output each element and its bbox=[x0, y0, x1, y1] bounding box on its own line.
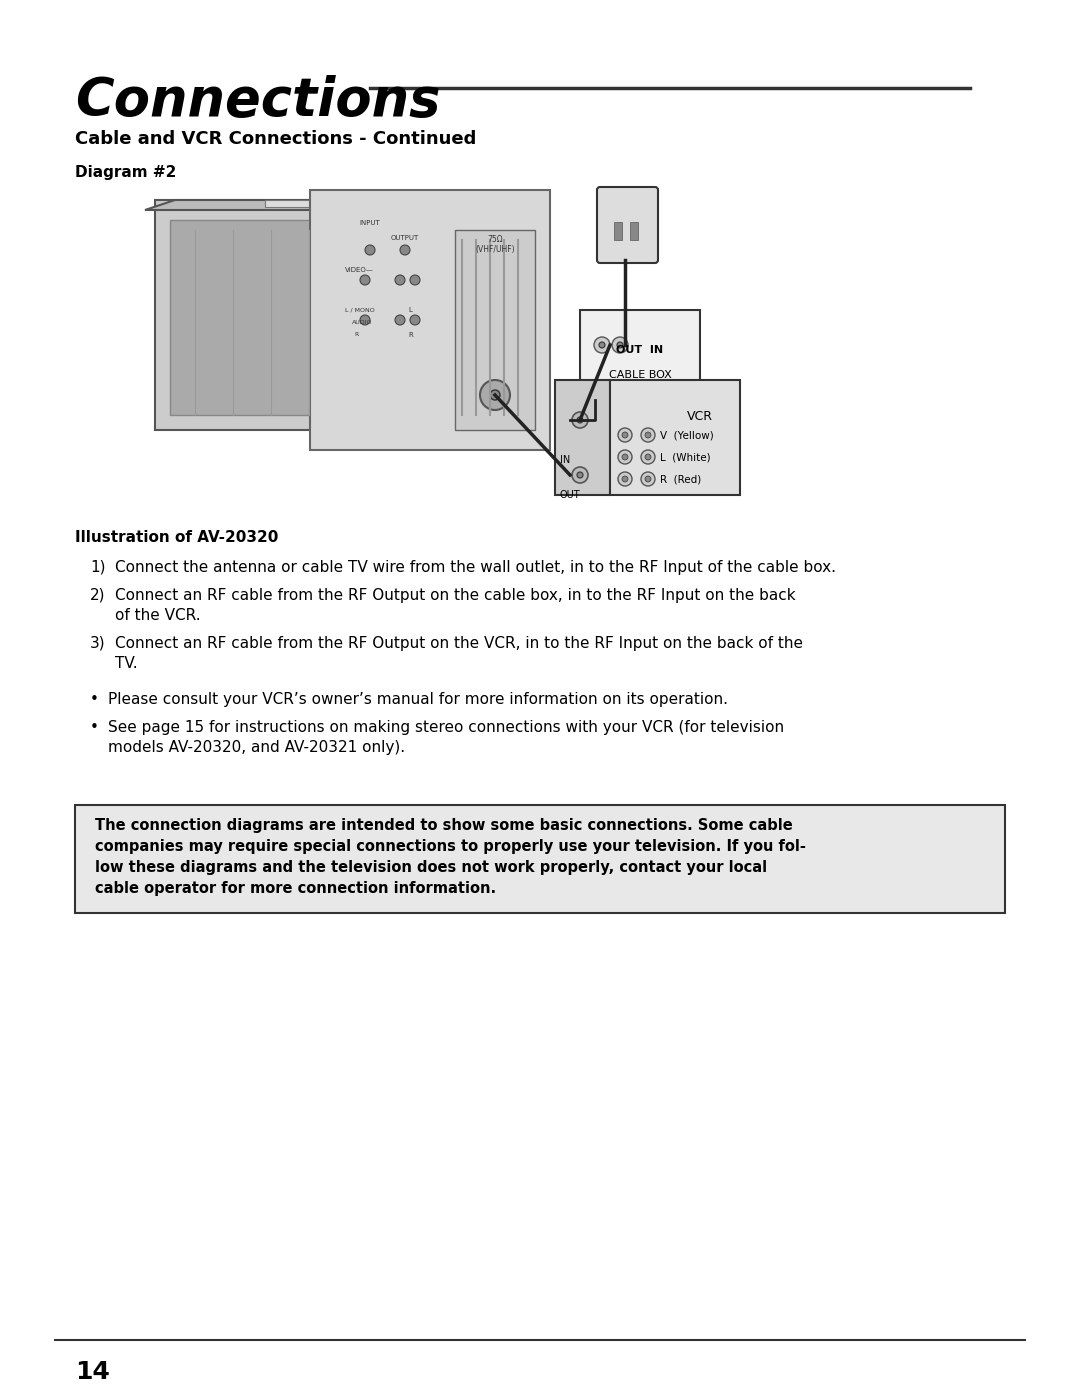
Circle shape bbox=[642, 427, 654, 441]
Circle shape bbox=[617, 342, 623, 348]
FancyBboxPatch shape bbox=[555, 380, 610, 495]
Bar bbox=[265, 200, 315, 207]
Circle shape bbox=[645, 476, 651, 482]
Text: models AV-20320, and AV-20321 only).: models AV-20320, and AV-20321 only). bbox=[108, 740, 405, 754]
FancyBboxPatch shape bbox=[75, 805, 1005, 914]
FancyBboxPatch shape bbox=[610, 380, 740, 495]
Text: OUTPUT: OUTPUT bbox=[391, 235, 419, 242]
Text: 1): 1) bbox=[90, 560, 106, 576]
Bar bbox=[630, 222, 638, 240]
Circle shape bbox=[490, 390, 500, 400]
Text: INPUT: INPUT bbox=[360, 219, 380, 226]
Circle shape bbox=[645, 432, 651, 439]
Circle shape bbox=[577, 416, 583, 423]
Text: VCR: VCR bbox=[687, 409, 713, 423]
Text: V  (Yellow): V (Yellow) bbox=[660, 430, 714, 440]
Text: OUT: OUT bbox=[561, 490, 581, 500]
Circle shape bbox=[577, 472, 583, 478]
Circle shape bbox=[395, 275, 405, 285]
Circle shape bbox=[365, 244, 375, 256]
Circle shape bbox=[618, 427, 632, 441]
Circle shape bbox=[410, 314, 420, 326]
Text: TV.: TV. bbox=[114, 657, 137, 671]
Circle shape bbox=[572, 467, 588, 483]
FancyBboxPatch shape bbox=[455, 231, 535, 430]
Circle shape bbox=[612, 337, 627, 353]
Polygon shape bbox=[145, 200, 420, 210]
Circle shape bbox=[410, 275, 420, 285]
Circle shape bbox=[594, 337, 610, 353]
Text: Diagram #2: Diagram #2 bbox=[75, 165, 176, 180]
Circle shape bbox=[360, 314, 370, 326]
Text: R: R bbox=[354, 332, 359, 338]
Text: Connect an RF cable from the RF Output on the cable box, in to the RF Input on t: Connect an RF cable from the RF Output o… bbox=[114, 588, 796, 604]
Text: Connect an RF cable from the RF Output on the VCR, in to the RF Input on the bac: Connect an RF cable from the RF Output o… bbox=[114, 636, 804, 651]
Text: The connection diagrams are intended to show some basic connections. Some cable
: The connection diagrams are intended to … bbox=[95, 819, 806, 895]
Circle shape bbox=[572, 412, 588, 427]
Text: L: L bbox=[408, 307, 411, 313]
Text: OUT  IN: OUT IN bbox=[617, 345, 663, 355]
Text: L / MONO: L / MONO bbox=[345, 307, 375, 313]
Circle shape bbox=[360, 275, 370, 285]
Bar bbox=[615, 222, 622, 240]
Circle shape bbox=[645, 454, 651, 460]
Text: •: • bbox=[90, 719, 99, 735]
Circle shape bbox=[480, 380, 510, 409]
Text: of the VCR.: of the VCR. bbox=[114, 608, 201, 623]
Text: 14: 14 bbox=[75, 1361, 110, 1384]
Text: R: R bbox=[408, 332, 413, 338]
Circle shape bbox=[400, 244, 410, 256]
Text: Connect the antenna or cable TV wire from the wall outlet, in to the RF Input of: Connect the antenna or cable TV wire fro… bbox=[114, 560, 836, 576]
Circle shape bbox=[642, 450, 654, 464]
Text: Connections: Connections bbox=[75, 75, 441, 127]
Text: AUDIO: AUDIO bbox=[352, 320, 373, 324]
Text: •: • bbox=[90, 692, 99, 707]
Circle shape bbox=[622, 476, 627, 482]
Circle shape bbox=[599, 342, 605, 348]
FancyBboxPatch shape bbox=[156, 200, 426, 430]
FancyBboxPatch shape bbox=[580, 310, 700, 390]
Text: Please consult your VCR’s owner’s manual for more information on its operation.: Please consult your VCR’s owner’s manual… bbox=[108, 692, 728, 707]
FancyBboxPatch shape bbox=[597, 187, 658, 263]
FancyBboxPatch shape bbox=[310, 190, 550, 450]
Text: See page 15 for instructions on making stereo connections with your VCR (for tel: See page 15 for instructions on making s… bbox=[108, 719, 784, 735]
Text: IN: IN bbox=[561, 455, 570, 465]
Circle shape bbox=[618, 472, 632, 486]
Text: L  (White): L (White) bbox=[660, 453, 711, 462]
Text: CABLE BOX: CABLE BOX bbox=[609, 370, 672, 380]
Circle shape bbox=[642, 472, 654, 486]
Circle shape bbox=[622, 454, 627, 460]
Circle shape bbox=[618, 450, 632, 464]
Circle shape bbox=[622, 432, 627, 439]
Text: Illustration of AV-20320: Illustration of AV-20320 bbox=[75, 529, 279, 545]
Text: VIDEO—: VIDEO— bbox=[345, 267, 374, 272]
Text: 2): 2) bbox=[90, 588, 106, 604]
FancyBboxPatch shape bbox=[170, 219, 365, 415]
Text: 3): 3) bbox=[90, 636, 106, 651]
Text: 75Ω
(VHF/UHF): 75Ω (VHF/UHF) bbox=[475, 235, 515, 254]
Text: R  (Red): R (Red) bbox=[660, 474, 701, 483]
Text: Cable and VCR Connections - Continued: Cable and VCR Connections - Continued bbox=[75, 130, 476, 148]
Circle shape bbox=[395, 314, 405, 326]
